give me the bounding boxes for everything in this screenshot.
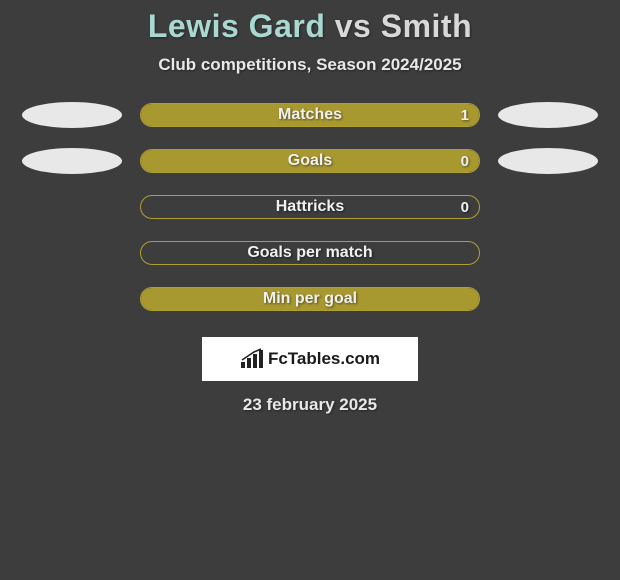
left-ellipse-spacer bbox=[22, 194, 122, 220]
stat-label: Goals per match bbox=[141, 242, 479, 264]
right-ellipse-spacer bbox=[498, 194, 598, 220]
stat-row: Goals per match bbox=[0, 241, 620, 265]
right-ellipse bbox=[498, 148, 598, 174]
player2-name: Smith bbox=[381, 8, 472, 44]
stat-bar: Hattricks0 bbox=[140, 195, 480, 219]
comparison-card: Lewis Gard vs Smith Club competitions, S… bbox=[0, 0, 620, 415]
right-ellipse bbox=[498, 102, 598, 128]
brand-badge: FcTables.com bbox=[202, 337, 418, 381]
stat-label: Hattricks bbox=[141, 196, 479, 218]
stat-bar: Goals0 bbox=[140, 149, 480, 173]
brand-chart-icon bbox=[240, 348, 264, 370]
stat-bar: Matches1 bbox=[140, 103, 480, 127]
player1-name: Lewis Gard bbox=[148, 8, 326, 44]
left-ellipse-spacer bbox=[22, 286, 122, 312]
date-label: 23 february 2025 bbox=[0, 395, 620, 415]
stat-bar: Goals per match bbox=[140, 241, 480, 265]
stat-label: Matches bbox=[141, 104, 479, 126]
stat-row: Matches1 bbox=[0, 103, 620, 127]
stat-label: Goals bbox=[141, 150, 479, 172]
stat-row: Hattricks0 bbox=[0, 195, 620, 219]
brand-text: FcTables.com bbox=[268, 349, 380, 369]
stat-row: Goals0 bbox=[0, 149, 620, 173]
stat-rows: Matches1Goals0Hattricks0Goals per matchM… bbox=[0, 103, 620, 311]
stat-value: 1 bbox=[461, 104, 469, 126]
stat-label: Min per goal bbox=[141, 288, 479, 310]
vs-text: vs bbox=[335, 8, 372, 44]
left-ellipse bbox=[22, 102, 122, 128]
stat-value: 0 bbox=[461, 196, 469, 218]
page-title: Lewis Gard vs Smith bbox=[0, 8, 620, 45]
right-ellipse-spacer bbox=[498, 240, 598, 266]
stat-row: Min per goal bbox=[0, 287, 620, 311]
left-ellipse-spacer bbox=[22, 240, 122, 266]
subtitle: Club competitions, Season 2024/2025 bbox=[0, 55, 620, 75]
right-ellipse-spacer bbox=[498, 286, 598, 312]
stat-value: 0 bbox=[461, 150, 469, 172]
stat-bar: Min per goal bbox=[140, 287, 480, 311]
left-ellipse bbox=[22, 148, 122, 174]
